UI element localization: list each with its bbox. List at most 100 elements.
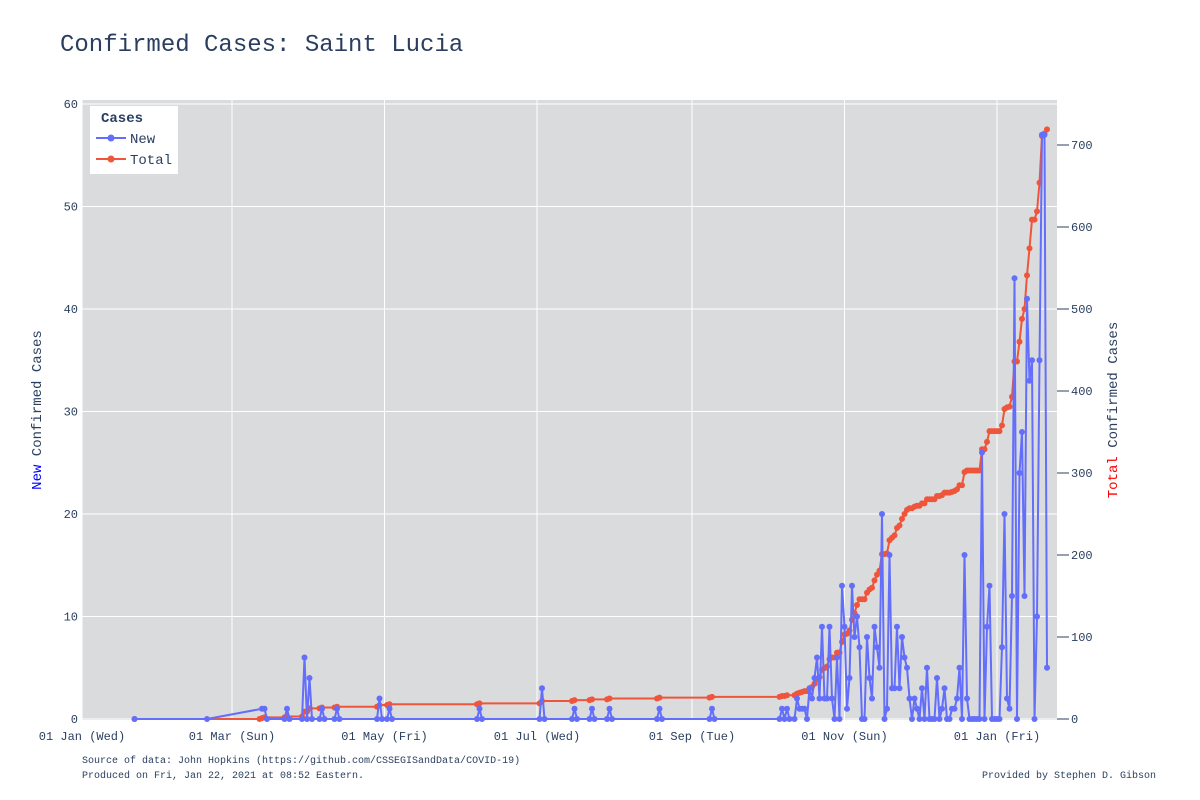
series-new-point [281,716,288,722]
series-new-point [931,716,938,722]
series-total-point [1026,245,1033,252]
series-new-point [984,623,990,630]
series-new-point [606,705,613,712]
series-new-point [871,623,878,630]
series-total-point [1019,315,1025,322]
legend-new-label: New [130,132,156,148]
series-new-point [791,716,798,722]
series-new-point [964,695,970,702]
legend-item-new[interactable]: New [96,132,156,148]
series-new-point [1041,131,1048,138]
series-new-point [839,582,845,589]
series-new-point [776,716,783,722]
legend-total-label: Total [130,153,172,169]
series-total-point [784,692,790,699]
series-total-point [589,696,595,703]
series-new-point [1026,377,1033,384]
series-new-point [941,685,948,692]
series-new-point [1034,613,1040,620]
legend-item-total[interactable]: Total [96,153,172,169]
series-new-point [899,634,905,640]
series-new-point [309,716,315,722]
series-total-point [869,584,875,591]
series-total-point [999,422,1005,429]
series-total-point [984,438,990,445]
series-new-point [609,716,615,722]
series-new-point [374,716,380,722]
series-new-point [819,623,825,630]
x-tick-label: 01 Jan (Wed) [39,730,125,744]
series-new-point [604,716,610,722]
series-new-point [474,716,480,722]
series-new-point [569,716,575,722]
series-new-point [854,613,860,620]
series-new-point [934,675,940,681]
series-new-point [379,716,385,722]
series-new-point [879,511,885,517]
series-new-point [856,644,863,651]
series-total-point [571,697,578,704]
left-axis-title-rest: Confirmed Cases [30,330,46,464]
series-new-point [384,716,390,722]
series-new-point [919,685,925,692]
x-tick-label: 01 May (Fri) [341,730,427,744]
series-new-point [574,716,580,722]
legend-box [90,106,178,174]
left-axis-title: New Confirmed Cases [30,330,46,490]
series-new-point [204,716,210,722]
series-new-point [881,716,888,722]
series-total-point [1006,403,1013,410]
series-new-point [131,716,138,722]
series-new-point [869,695,875,702]
series-new-point [539,685,545,692]
series-new-point [1036,357,1043,364]
series-new-point [306,675,313,681]
series-new-point [851,634,858,640]
right-tick-label: 200 [1071,549,1093,563]
series-total-point [896,522,903,529]
series-new-point [849,582,855,589]
series-new-point [844,705,850,712]
right-tick-label: 300 [1071,467,1093,481]
series-total-point [861,596,868,603]
series-new-point [981,716,988,722]
x-tick-label: 01 Mar (Sun) [189,730,275,744]
series-new-point [479,716,485,722]
series-new-point [331,716,338,722]
legend[interactable]: Cases New Total [90,106,178,174]
series-new-point [884,705,890,712]
series-new-point [816,695,823,702]
series-new-point [826,623,833,630]
x-axis-ticks: 01 Jan (Wed) 01 Mar (Sun) 01 May (Fri) 01 J… [39,730,1040,744]
series-new-point [804,716,810,722]
series-new-point [939,705,945,712]
series-new-point [836,716,843,722]
series-total-point [996,428,1003,435]
series-new-point [389,716,395,722]
left-axis-title-highlight: New [30,464,46,490]
series-new-point [786,716,793,722]
series-new-point [1001,511,1008,517]
legend-total-marker [107,155,115,163]
series-new [131,131,1050,722]
plot-area [82,100,1057,720]
series-new-point [961,552,968,558]
series-new-point [1029,357,1035,364]
series-new-point [996,716,1003,722]
series-new-point [979,449,985,456]
series-new-point [866,675,873,681]
series-new-point [706,716,713,722]
series-new-point [261,705,268,712]
series-total-point [871,577,878,584]
series-new-point [896,685,903,692]
series-new-point [829,695,835,702]
series-new-point [886,552,893,558]
series-new-point [894,623,900,630]
series-total-point [1031,216,1038,223]
left-tick-label: 60 [64,98,78,112]
series-new-point [536,716,543,722]
left-tick-label: 20 [64,508,78,522]
series-new-point [999,644,1005,651]
series-new-point [299,716,305,722]
